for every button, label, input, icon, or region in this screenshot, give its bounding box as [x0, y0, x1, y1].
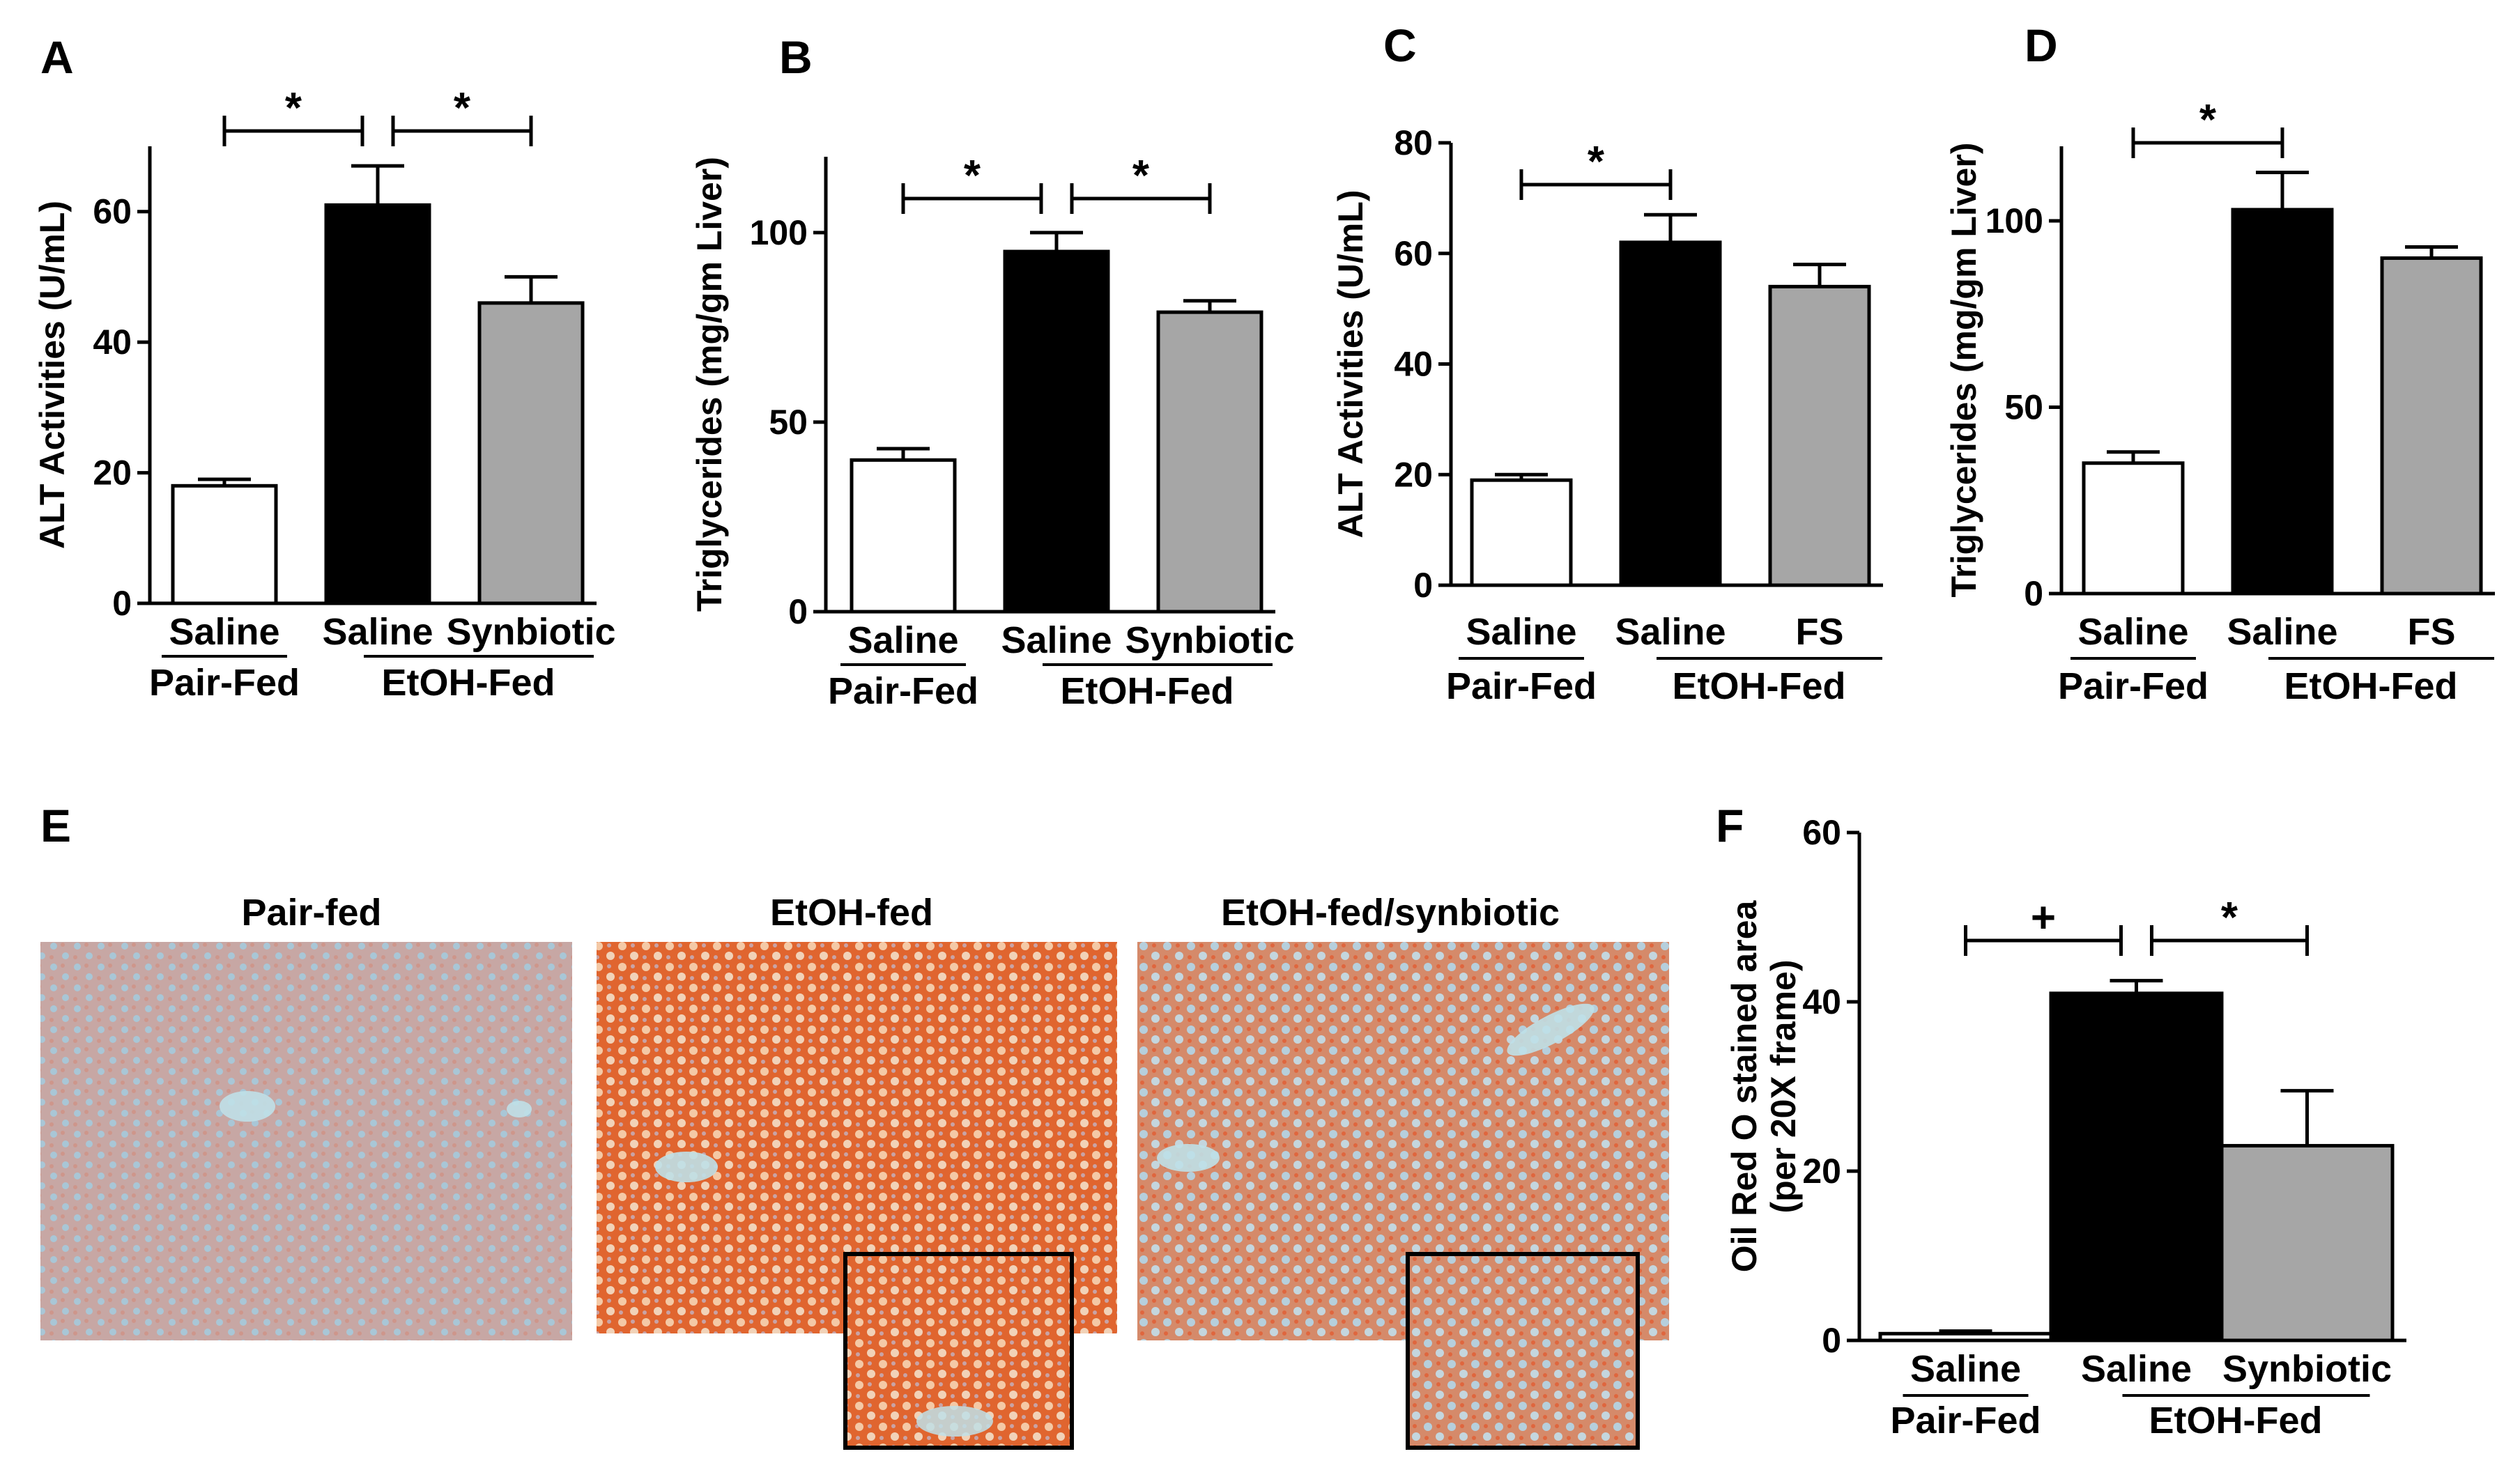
- y-tick-label: 60: [1394, 234, 1433, 273]
- bar: [2082, 461, 2185, 596]
- bar: [2220, 1144, 2395, 1343]
- group-label: Pair-Fed: [2058, 665, 2208, 707]
- category-label: Synbiotic: [1125, 619, 1294, 661]
- y-tick-label: 100: [1985, 201, 2043, 240]
- bar: [1156, 310, 1263, 614]
- panel-label-b: B: [779, 31, 813, 83]
- y-tick-label: 60: [93, 192, 132, 231]
- category-label: FS: [2407, 611, 2455, 653]
- category-label: Saline: [2227, 611, 2337, 653]
- category-label: Saline: [1466, 611, 1576, 653]
- significance-marker: *: [2199, 96, 2217, 144]
- bar: [1470, 478, 1573, 587]
- panel-label-c: C: [1383, 20, 1417, 71]
- y-tick-label: 40: [1802, 982, 1841, 1021]
- category-label: Saline: [169, 611, 279, 653]
- histology-panel-e: Pair-fed EtOH-fed EtOH-fed/synbiotic: [40, 892, 1669, 1450]
- group-label: Pair-Fed: [1446, 665, 1597, 707]
- bar: [171, 483, 278, 605]
- group-label: Pair-Fed: [149, 662, 300, 704]
- category-label: Saline: [2077, 611, 2188, 653]
- bar: [1878, 1331, 2053, 1343]
- category-label: FS: [1795, 611, 1843, 653]
- y-tick-label: 80: [1394, 123, 1433, 162]
- bar: [324, 203, 431, 605]
- significance-marker: *: [1132, 152, 1150, 200]
- significance-marker: *: [1588, 138, 1605, 186]
- y-tick-label: 40: [93, 323, 132, 362]
- y-axis-label: Triglycerides (mg/gm Liver): [1944, 143, 1983, 598]
- bar: [1768, 284, 1871, 587]
- y-tick-label: 20: [1394, 455, 1433, 494]
- y-tick-label: 40: [1394, 345, 1433, 384]
- group-label: EtOH-Fed: [382, 662, 555, 704]
- bar: [1003, 249, 1110, 614]
- y-tick-label: 0: [1413, 566, 1433, 605]
- group-label: Pair-Fed: [1890, 1400, 2041, 1441]
- y-axis-label: ALT Activities (U/mL): [33, 201, 72, 549]
- significance-marker: +: [2031, 894, 2056, 942]
- bar: [477, 301, 585, 605]
- category-label: Saline: [1910, 1348, 2021, 1390]
- panel-label-e: E: [40, 800, 71, 851]
- bar: [2380, 256, 2483, 596]
- group-label: EtOH-Fed: [2149, 1400, 2323, 1441]
- category-label: Saline: [1615, 611, 1726, 653]
- y-axis-label: Triglycerides (mg/gm Liver): [690, 157, 729, 612]
- y-tick-label: 0: [788, 592, 808, 631]
- y-tick-label: 100: [750, 213, 808, 252]
- y-axis-label: ALT Activities (U/mL): [1331, 189, 1370, 538]
- significance-marker: *: [285, 84, 302, 132]
- panel-label-a: A: [40, 31, 74, 83]
- histology-title-etoh-fed-synbiotic: EtOH-fed/synbiotic: [1221, 892, 1560, 934]
- bar: [850, 458, 957, 614]
- y-axis-label: Oil Red O stained area(per 20X frame): [1725, 900, 1803, 1273]
- y-tick-label: 50: [769, 403, 808, 442]
- chart-panel-a: 0 20 40 60 ALT Activities (U/mL) * * Saline Sali…: [33, 84, 616, 704]
- y-tick-label: 50: [2004, 388, 2043, 427]
- chart-panel-b: 0 50 100 Triglycerides (mg/gm Liver) * * Salin…: [690, 152, 1295, 712]
- y-tick-label: 20: [1802, 1152, 1841, 1191]
- y-tick-label: 60: [1802, 813, 1841, 852]
- panel-label-f: F: [1716, 800, 1744, 851]
- category-label: Synbiotic: [446, 611, 615, 653]
- group-label: Pair-Fed: [828, 670, 978, 712]
- y-tick-label: 0: [1822, 1321, 1841, 1360]
- group-label: EtOH-Fed: [1061, 670, 1234, 712]
- y-tick-label: 0: [112, 584, 132, 623]
- histology-title-etoh-fed: EtOH-fed: [770, 892, 933, 934]
- significance-marker: *: [454, 84, 471, 132]
- significance-marker: *: [964, 152, 981, 200]
- group-label: EtOH-Fed: [1673, 665, 1846, 707]
- chart-panel-f: 0 20 40 60 Oil Red O stained area(per 20X fr…: [1725, 813, 2406, 1441]
- histology-title-pair-fed: Pair-fed: [241, 892, 381, 934]
- chart-panel-c: 0 20 40 60 80 ALT Activities (U/mL) * Saline Sal…: [1331, 123, 1883, 707]
- bar: [1619, 240, 1722, 587]
- category-label: Saline: [847, 619, 958, 661]
- y-tick-label: 20: [93, 454, 132, 493]
- category-label: Saline: [1001, 619, 1112, 661]
- micrograph-etoh-fed-inset: [843, 1252, 1074, 1450]
- panel-label-d: D: [2025, 20, 2058, 71]
- y-tick-label: 0: [2024, 574, 2043, 613]
- micrograph-etoh-fed-synbiotic-inset: [1406, 1252, 1640, 1450]
- bar: [2049, 991, 2224, 1343]
- significance-marker: *: [2221, 894, 2238, 942]
- category-label: Saline: [322, 611, 433, 653]
- micrograph-pair-fed: [40, 942, 572, 1340]
- bar: [2231, 208, 2334, 596]
- group-label: EtOH-Fed: [2284, 665, 2458, 707]
- category-label: Synbiotic: [2222, 1348, 2392, 1390]
- category-label: Saline: [2081, 1348, 2192, 1390]
